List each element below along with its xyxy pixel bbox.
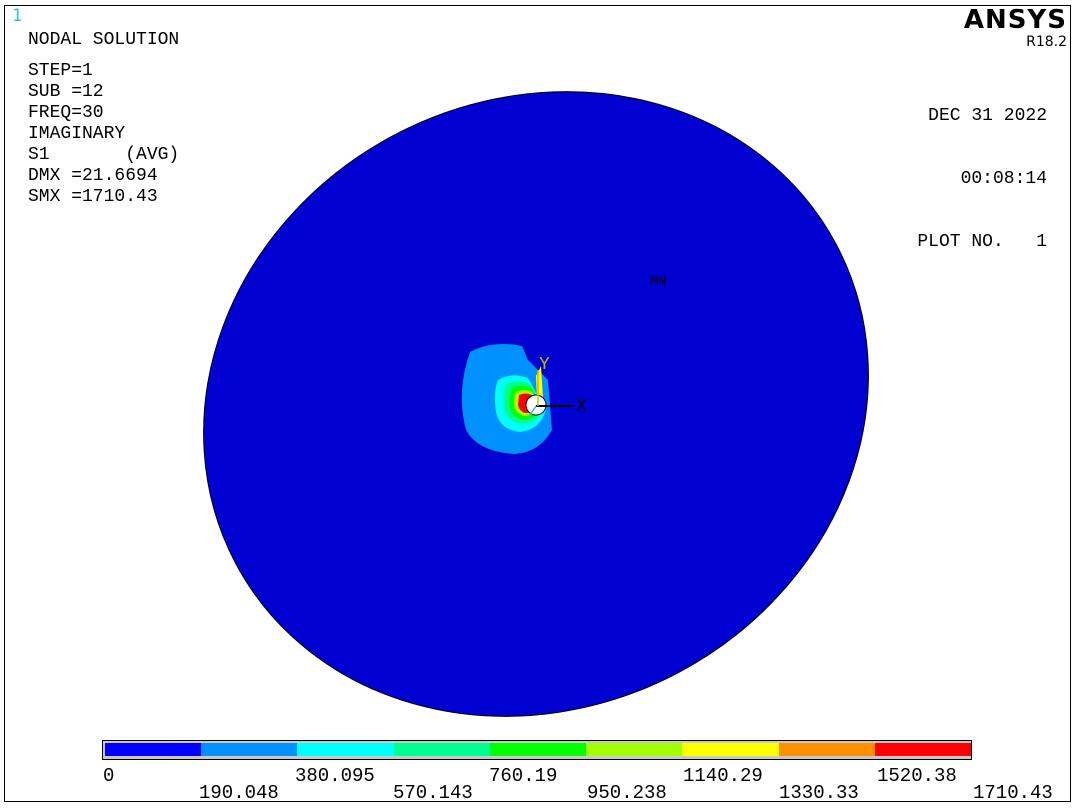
- legend-tick-9: 1710.43: [973, 782, 1053, 804]
- contour-legend-bar: [102, 740, 972, 760]
- brand-name: ANSYS: [963, 5, 1067, 35]
- ansys-logo: ANSYS R18.2: [964, 6, 1067, 50]
- legend-tick-5: 950.238: [587, 782, 667, 804]
- info-freq: FREQ=30: [28, 103, 104, 123]
- info-item: S1 (AVG): [28, 145, 180, 165]
- legend-tick-6: 1140.29: [683, 765, 763, 787]
- x-axis-label: X: [576, 397, 587, 417]
- legend-tick-1: 190.048: [199, 782, 279, 804]
- legend-swatch-7: [682, 743, 779, 756]
- legend-swatch-1: [105, 743, 202, 756]
- info-part: IMAGINARY: [28, 124, 126, 144]
- legend-swatch-4: [393, 743, 490, 756]
- info-sub: SUB =12: [28, 82, 104, 102]
- solution-info: NODAL SOLUTION STEP=1 SUB =12 FREQ=30 IM…: [28, 30, 179, 208]
- info-dmx: DMX =21.6694: [28, 166, 158, 186]
- info-title: NODAL SOLUTION: [28, 30, 180, 50]
- plot-number: PLOT NO. 1: [917, 232, 1047, 252]
- plot-time: 00:08:14: [960, 169, 1047, 189]
- info-step: STEP=1: [28, 61, 93, 81]
- plot-date: DEC 31 2022: [928, 106, 1047, 126]
- legend-tick-8: 1520.38: [877, 765, 957, 787]
- legend-tick-4: 760.19: [489, 765, 558, 787]
- legend-swatch-3: [297, 743, 394, 756]
- y-axis-label: Y: [539, 355, 550, 375]
- legend-tick-7: 1330.33: [779, 782, 859, 804]
- legend-swatch-8: [778, 743, 875, 756]
- legend-swatch-6: [586, 743, 683, 756]
- plot-stamp: DEC 31 2022 00:08:14 PLOT NO. 1: [917, 64, 1047, 274]
- min-marker: MN: [650, 274, 667, 290]
- window-number: 1: [12, 6, 23, 26]
- legend-swatch-5: [489, 743, 587, 756]
- z-axis-arrow: [527, 405, 537, 419]
- legend-swatch-2: [201, 743, 298, 756]
- legend-tick-3: 570.143: [393, 782, 473, 804]
- legend-swatch-9: [874, 743, 971, 756]
- legend-tick-2: 380.095: [295, 765, 375, 787]
- legend-tick-0: 0: [103, 765, 115, 787]
- brand-version: R18.2: [1026, 34, 1067, 50]
- info-smx: SMX =1710.43: [28, 187, 158, 207]
